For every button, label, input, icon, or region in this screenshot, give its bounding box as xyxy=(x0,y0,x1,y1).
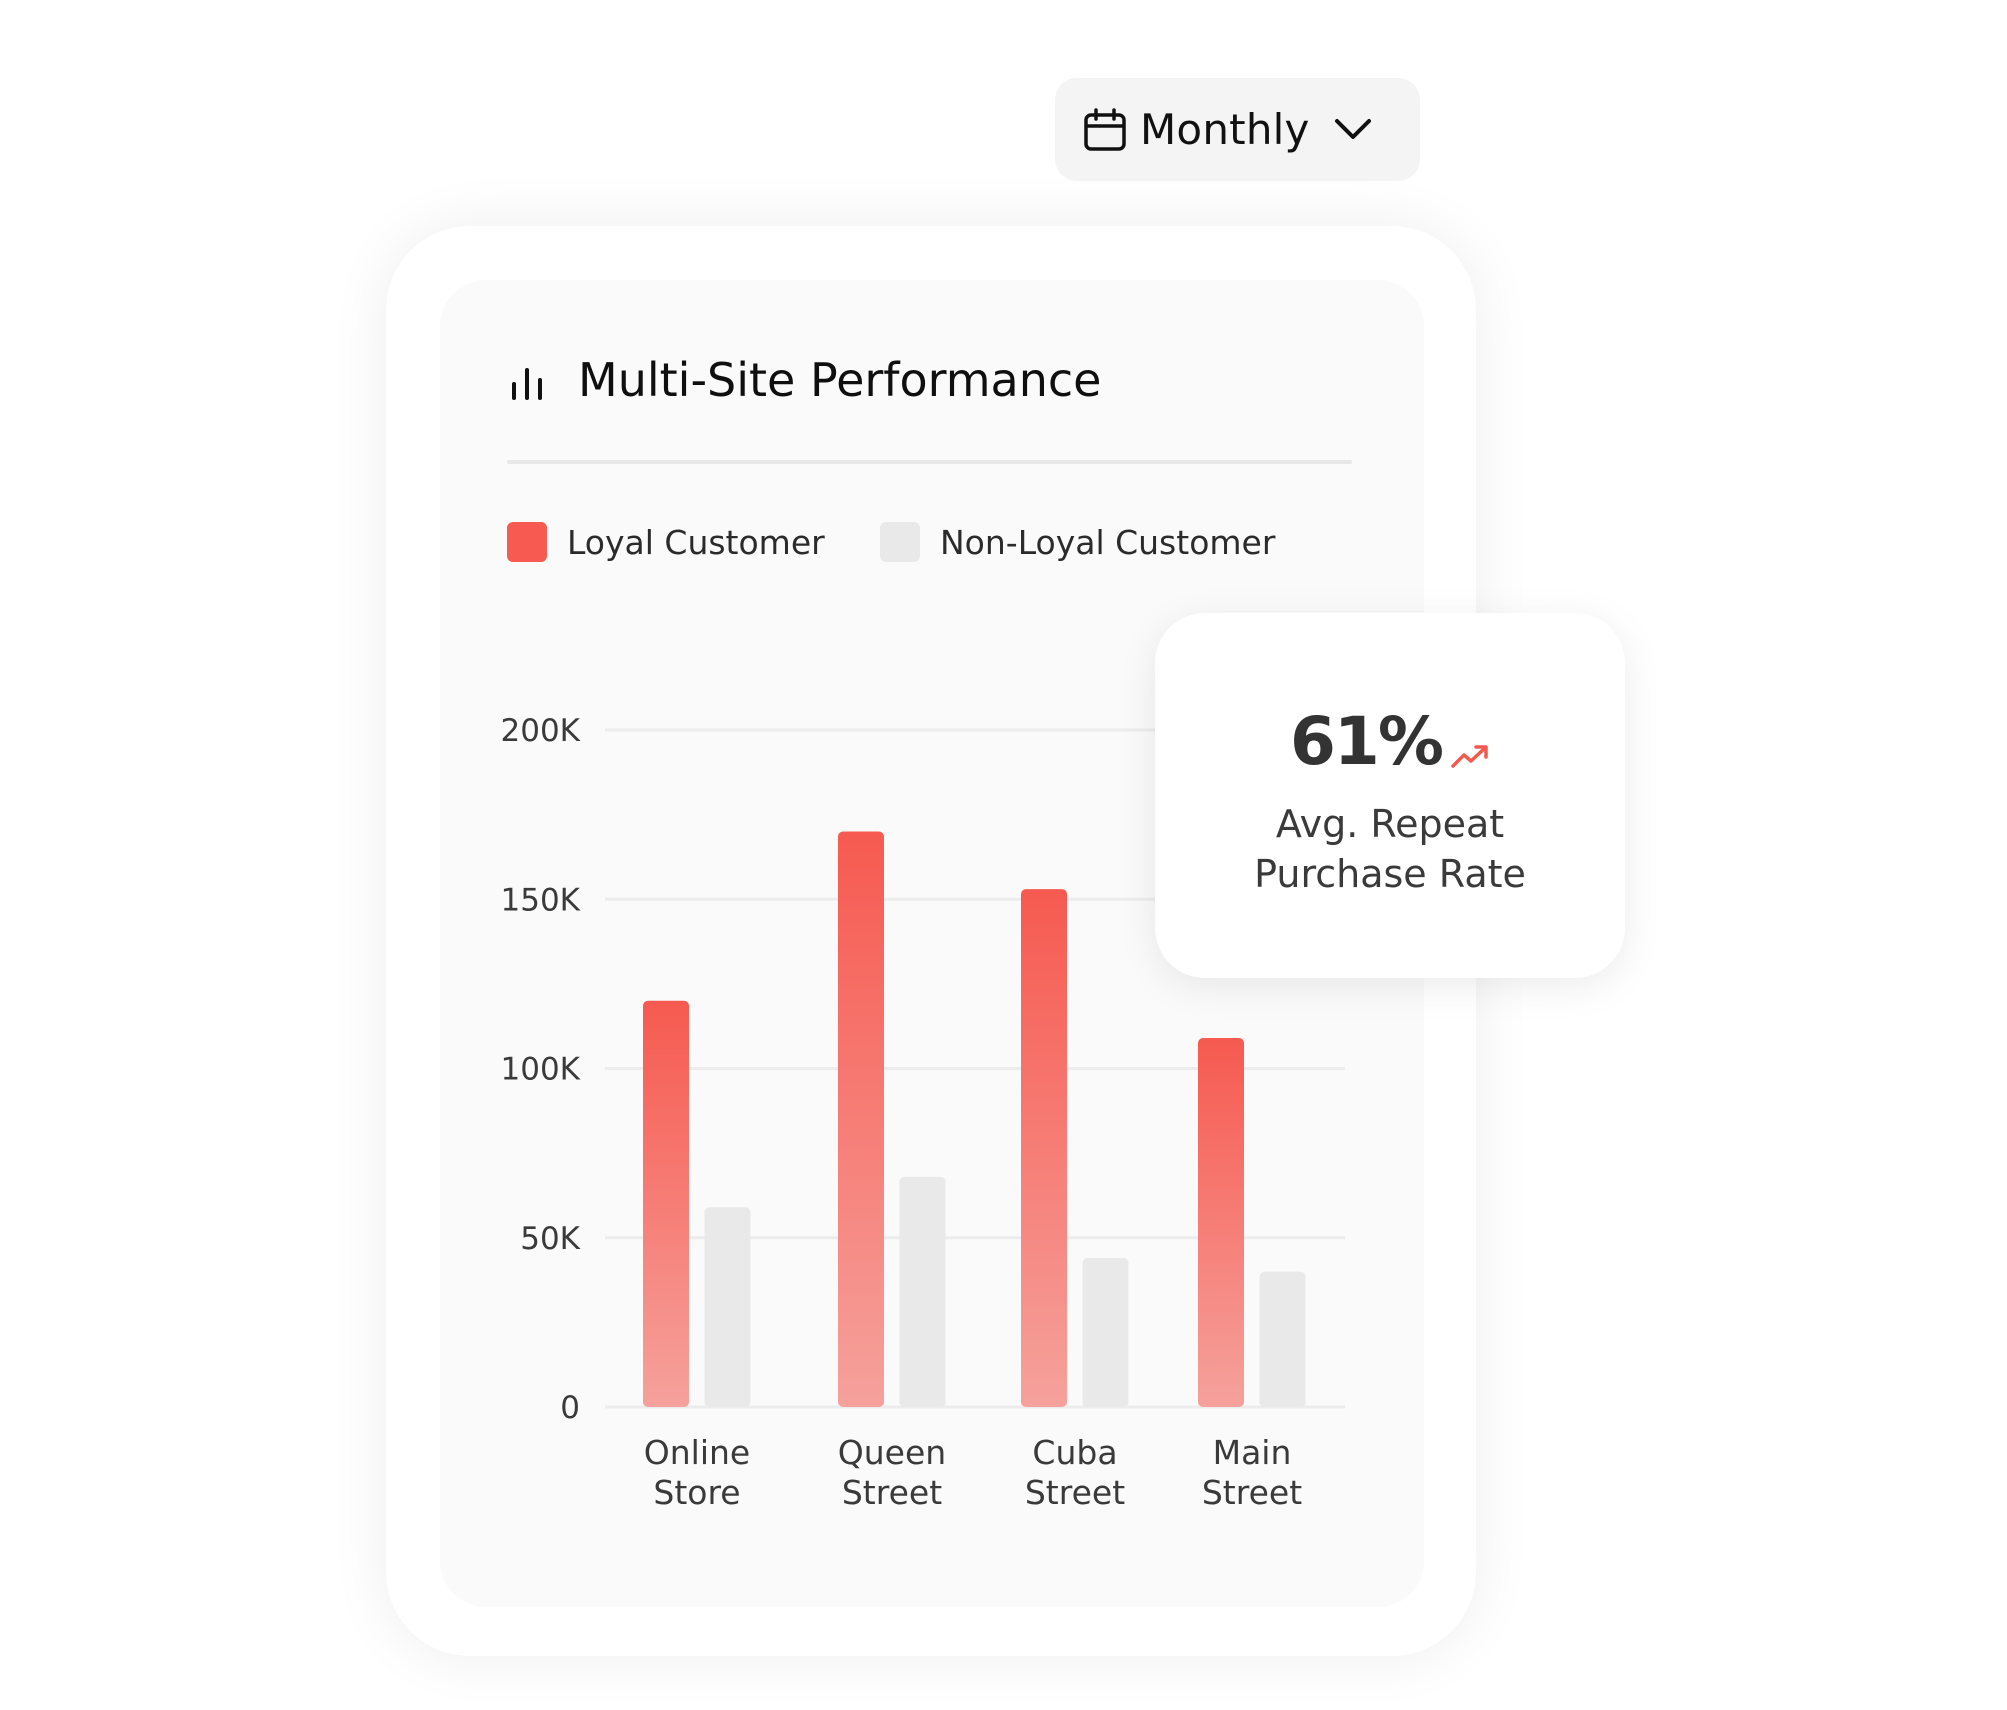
calendar-icon xyxy=(1084,107,1126,151)
x-category-label: Street xyxy=(1202,1473,1302,1512)
x-axis-labels: OnlineStoreQueenStreetCubaStreetMainStre… xyxy=(644,1433,1302,1512)
y-tick-label: 100K xyxy=(501,1052,581,1088)
kpi-value-row: 61% xyxy=(1155,703,1625,780)
trend-up-icon xyxy=(1451,745,1488,768)
bar-loyal xyxy=(643,1000,689,1407)
legend-item-loyal: Loyal Customer xyxy=(507,520,825,564)
panel-header: Multi-Site Performance xyxy=(508,350,1101,410)
kpi-caption-line1: Avg. Repeat xyxy=(1275,802,1505,846)
x-category-label: Online xyxy=(644,1433,750,1472)
bar-chart-icon xyxy=(512,368,542,400)
x-category-label: Main xyxy=(1213,1433,1292,1472)
period-dropdown[interactable]: Monthly xyxy=(1055,78,1420,181)
panel-title: Multi-Site Performance xyxy=(578,353,1102,407)
bar-non-loyal xyxy=(1259,1271,1306,1407)
bar-loyal xyxy=(1198,1038,1244,1407)
legend-label-non-loyal: Non-Loyal Customer xyxy=(940,522,1276,562)
legend-item-non-loyal: Non-Loyal Customer xyxy=(880,520,1275,564)
x-category-label: Street xyxy=(1025,1473,1125,1512)
x-category-label: Store xyxy=(653,1473,740,1512)
x-category-label: Street xyxy=(842,1473,942,1512)
kpi-value: 61% xyxy=(1290,703,1444,780)
chevron-down-icon xyxy=(1335,119,1371,139)
bar-loyal xyxy=(1021,889,1067,1407)
x-category-label: Queen xyxy=(838,1433,946,1472)
legend-swatch-non-loyal xyxy=(880,522,920,562)
y-tick-label: 150K xyxy=(501,882,581,918)
legend-swatch-loyal xyxy=(507,522,547,562)
y-tick-label: 200K xyxy=(501,713,581,749)
kpi-card: 61% Avg. Repeat Purchase Rate xyxy=(1155,613,1625,978)
bar-non-loyal xyxy=(704,1207,751,1407)
bar-loyal xyxy=(838,831,884,1407)
kpi-caption: Avg. Repeat Purchase Rate xyxy=(1155,799,1625,899)
bar-non-loyal xyxy=(1082,1258,1129,1407)
y-tick-label: 50K xyxy=(520,1221,580,1257)
y-axis-ticks: 0 50K 100K 150K 200K xyxy=(501,713,581,1426)
y-tick-label: 0 xyxy=(560,1390,580,1426)
kpi-caption-line2: Purchase Rate xyxy=(1254,852,1526,896)
legend-label-loyal: Loyal Customer xyxy=(567,522,825,562)
bar-non-loyal xyxy=(899,1176,946,1407)
divider xyxy=(507,460,1352,464)
x-category-label: Cuba xyxy=(1032,1433,1117,1472)
period-dropdown-label: Monthly xyxy=(1140,105,1310,154)
bars xyxy=(643,831,1306,1407)
